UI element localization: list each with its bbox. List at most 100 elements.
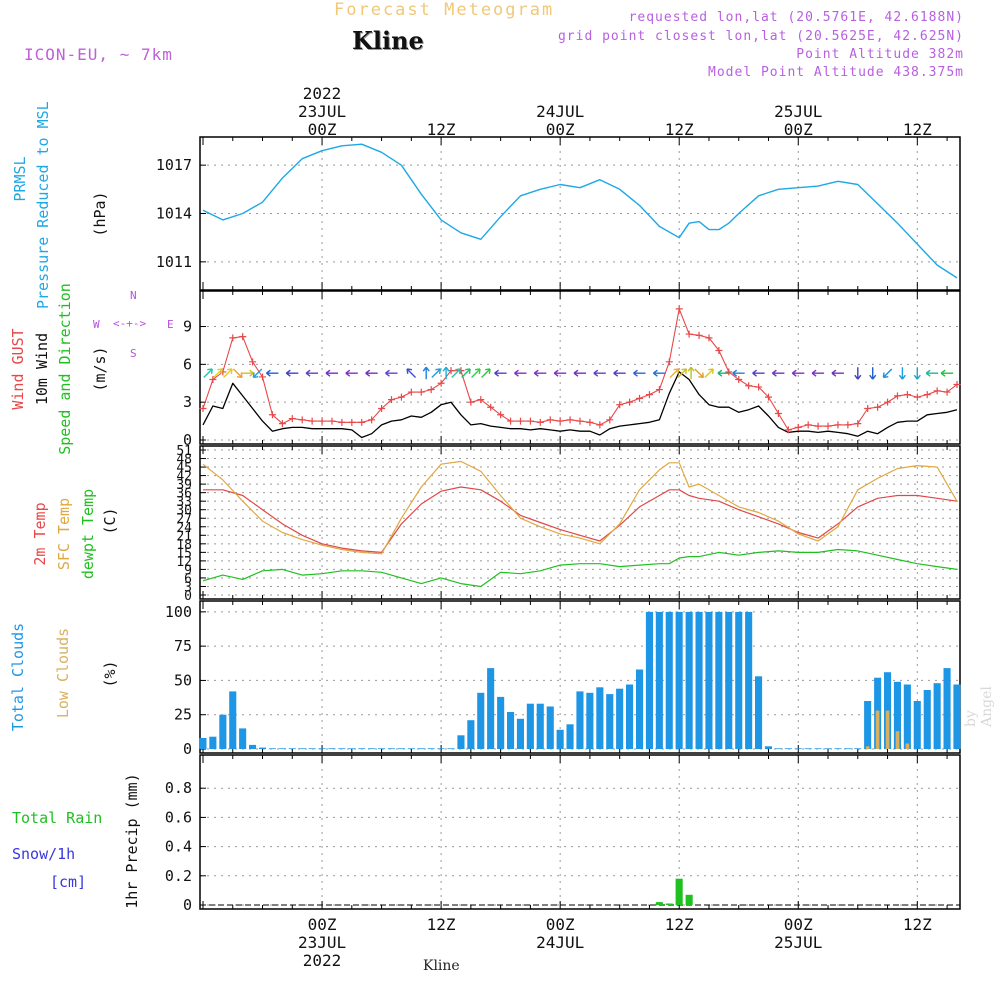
gust-point [636,394,644,402]
gust-point [655,386,663,394]
total-cloud-bar [526,703,534,749]
wind-arrow [811,369,825,377]
gust-point [913,393,921,401]
wind-arrow [854,367,862,380]
wind-arrow [771,369,785,377]
total-cloud-bar [586,692,594,749]
wind-arrow [365,369,378,377]
wind-arrow [925,369,939,377]
y-tick-label: 0.6 [165,808,192,826]
y-tick-label: 42 [176,470,192,485]
y-tick-label: 12 [176,555,192,570]
dewpt-line [202,548,958,588]
gust-point [318,417,326,425]
y-tick-label: 0 [183,896,192,914]
total-cloud-bar [943,668,951,749]
wind-arrow-shape [481,368,491,378]
wind-arrow-shape [345,369,358,377]
wind-arrow [252,368,263,379]
wind-arrow-shape [442,366,450,380]
wind-arrow [213,368,223,378]
gust-point [735,375,743,383]
wind-arrow [203,368,213,378]
total-cloud-bar [665,611,673,749]
gust-point [378,404,386,412]
gust-point [715,346,723,354]
top-time-label: 00Z [308,120,337,139]
wind-arrow-shape [431,368,442,378]
y-tick-label: 9 [184,563,192,578]
gust-point [467,398,475,406]
total-cloud-bar [417,748,425,750]
total-cloud-bar [358,748,366,750]
wind-arrow [223,368,233,378]
wind-arrow-shape [633,369,646,377]
panel-frame [199,136,961,291]
gust-point [834,421,842,429]
total-cloud-bar [864,701,872,749]
total-cloud-bar [626,684,634,749]
y-tick-label: 0 [183,740,192,758]
top-time-label: 23JUL [298,102,346,121]
wind-arrow-shape [704,368,714,378]
gust-point [645,391,653,399]
total-cloud-bar [397,748,405,750]
y-tick-label: 3 [184,580,192,595]
total-cloud-bar [616,688,624,749]
gust-point [705,334,713,342]
wind-arrow-shape [869,367,877,380]
bottom-time-label: 00Z [784,915,813,934]
y-tick-label: 30 [176,504,192,519]
compass-n: N [130,289,137,302]
gust-point [209,375,217,383]
model-altitude: Model Point Altitude 438.375m [708,65,964,80]
gust-point [933,387,941,395]
gust-point [725,368,733,376]
wind-arrow-shape [771,369,785,377]
wind-arrow [471,368,481,378]
total-cloud-bar [338,748,346,750]
y-tick-label: 33 [176,495,192,510]
gust-point [308,417,316,425]
wind-arrow-shape [613,369,626,377]
gust-point [199,404,207,412]
total-cloud-bar [675,611,683,749]
compass-e: E [167,318,174,331]
total-cloud-bar [467,720,475,749]
low-cloud-bar [865,746,870,749]
total-cloud-bar [655,611,663,749]
point-altitude: Point Altitude 382m [796,47,964,62]
wind-arrow-shape [422,366,430,380]
gust-line [202,308,958,431]
wind-arrow-shape [925,369,939,377]
top-time-label: 25JUL [774,102,822,121]
wind-arrow [752,369,765,377]
wind-arrow [385,369,398,377]
total-cloud-bar [705,611,713,749]
total-cloud-bar [239,728,247,749]
gust-point [923,391,931,399]
total-cloud-bar [368,748,376,750]
gust-point [884,398,892,406]
wind-arrow [481,368,491,378]
total-cloud-bar [477,692,485,749]
pressure-line [202,143,958,279]
wind-arrow [265,369,279,377]
gust-point [526,417,534,425]
total-cloud-bar [219,714,227,749]
gust-point [556,417,564,425]
total-cloud-bar [308,748,316,750]
y-tick-label: 1017 [156,156,192,174]
wind-arrow [406,368,417,378]
wind-arrow [898,367,906,380]
total-cloud-bar [199,738,207,749]
total-cloud-bar [636,669,644,749]
gust-point [953,381,961,389]
y-tick-label: 15 [176,546,192,561]
total-cloud-bar [209,736,217,749]
gust-point [397,393,405,401]
gust-point [596,421,604,429]
wind-arrow-shape [913,367,921,380]
gust-point [586,418,594,426]
